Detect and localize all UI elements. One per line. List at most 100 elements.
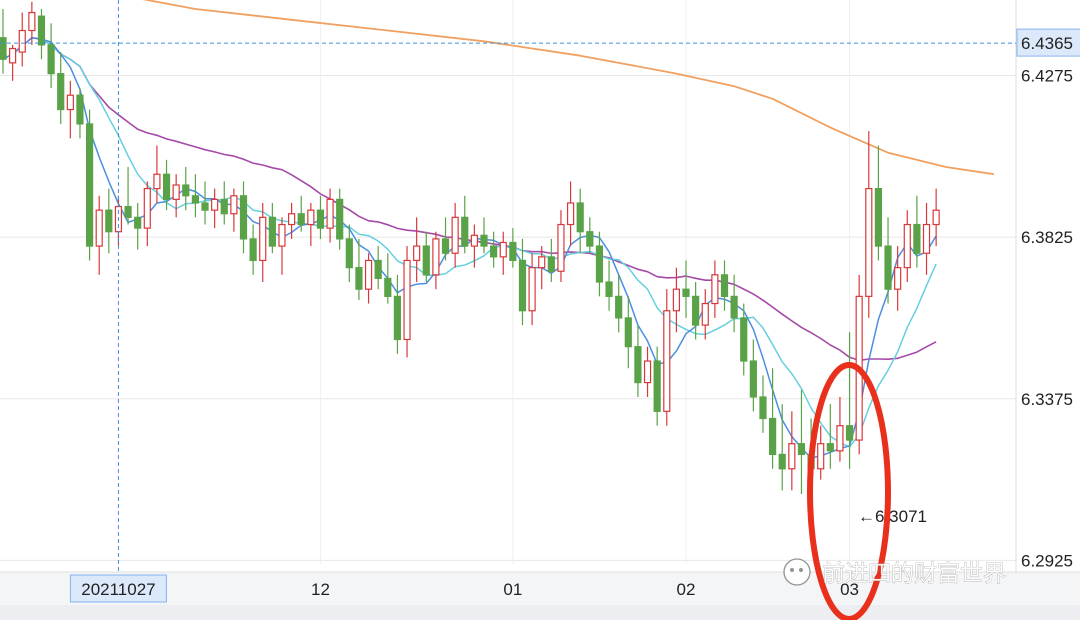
candle-body (191, 195, 199, 204)
candle-body (903, 223, 911, 269)
candle-body (740, 317, 748, 362)
highlight-ellipse (807, 362, 891, 620)
candle-body (922, 223, 931, 254)
candle-body (316, 209, 325, 229)
candle-body (720, 274, 729, 297)
candle-body (201, 202, 209, 211)
candle-body (826, 443, 834, 452)
candle-body (297, 213, 305, 226)
ma10-line (2, 36, 937, 448)
candle-body (615, 295, 623, 319)
candle-body (557, 223, 565, 272)
candle-body (874, 187, 883, 247)
candle-body (730, 295, 738, 319)
y-tick-label: 6.2925 (1021, 551, 1073, 570)
wechat-logo-eye-icon (799, 568, 803, 572)
candle-body (172, 184, 180, 200)
candle-body (105, 209, 113, 233)
candle-body (884, 245, 892, 290)
candle-body (230, 195, 238, 215)
candle-body (605, 281, 613, 297)
watermark: 前进四的财富世界 (783, 558, 1006, 587)
candle-body (634, 346, 642, 384)
watermark-text: 前进四的财富世界 (822, 561, 1006, 587)
candle-body (288, 213, 296, 226)
candle-body (326, 198, 334, 229)
candle-body (403, 259, 411, 341)
candle-body (595, 245, 604, 283)
candle-body (499, 241, 507, 258)
x-tick-label: 02 (677, 580, 696, 599)
x-axis-band (0, 572, 1080, 605)
y-tick-label: 6.4275 (1021, 66, 1073, 85)
candle-body (37, 15, 46, 46)
candle-body (518, 259, 527, 312)
candle-body (124, 205, 132, 218)
candle-body (18, 29, 26, 53)
candle-body (759, 396, 767, 420)
crosshair-date-label: 20211027 (81, 580, 155, 599)
y-tick-label: 6.3375 (1021, 390, 1073, 409)
candle-body (76, 94, 84, 125)
crosshair-price-label: 6.4365 (1021, 34, 1073, 53)
axis-layer: 12 01 02 03 20211027 6.4275 6.3825 6.3375 6.2925… (0, 28, 1080, 620)
candle-body (586, 231, 594, 247)
candle-body (624, 317, 632, 348)
candle-body (461, 216, 469, 247)
candle-body (480, 234, 488, 247)
candle-body (278, 223, 286, 247)
candle-body (345, 238, 353, 269)
candle-body (259, 216, 267, 262)
moving-average-layer (2, 0, 995, 459)
candle-body (162, 173, 171, 200)
candle-body (153, 173, 161, 190)
candle-body (643, 360, 652, 384)
candle-body (182, 184, 190, 197)
candle-body (384, 277, 392, 297)
wechat-logo-eye-icon (790, 568, 794, 572)
candle-body (28, 11, 36, 32)
candle-body (576, 202, 584, 233)
candle-body (538, 256, 546, 269)
candle-body (336, 198, 344, 240)
candle-body (0, 37, 7, 60)
candle-body (663, 310, 671, 412)
candle-body (364, 259, 373, 290)
candle-body (239, 195, 248, 240)
candle-body (268, 216, 276, 247)
candle-body (711, 274, 719, 305)
candle-body (682, 288, 690, 297)
candle-body (441, 238, 450, 254)
candle-body (845, 425, 854, 441)
candle-body (778, 453, 786, 470)
candle-body (413, 245, 421, 262)
ma5-line (2, 36, 937, 459)
candle-body (47, 44, 55, 75)
candle-body (528, 267, 536, 312)
bottom-strip (0, 605, 1080, 620)
x-tick-label: 03 (840, 580, 859, 599)
candle-body (894, 267, 902, 290)
candle-body (95, 209, 103, 247)
candle-body (374, 259, 382, 280)
y-tick-label: 6.3825 (1021, 228, 1073, 247)
candle-body (134, 216, 142, 229)
candle-body (817, 443, 825, 470)
candle-body (9, 47, 17, 64)
candle-body (470, 234, 478, 247)
candle-body (355, 267, 363, 290)
candle-body (143, 187, 151, 229)
candle-body (422, 245, 430, 276)
crosshair-price-box (1016, 28, 1080, 57)
candle-body (865, 187, 873, 297)
candle-body (249, 238, 257, 262)
crosshair-date-box (69, 574, 167, 603)
candle-body (220, 198, 228, 215)
x-tick-label: 12 (311, 580, 330, 599)
candle-body (66, 94, 74, 111)
crosshair-layer (0, 0, 1016, 572)
candle-body (701, 302, 709, 326)
candle-body (211, 198, 219, 211)
